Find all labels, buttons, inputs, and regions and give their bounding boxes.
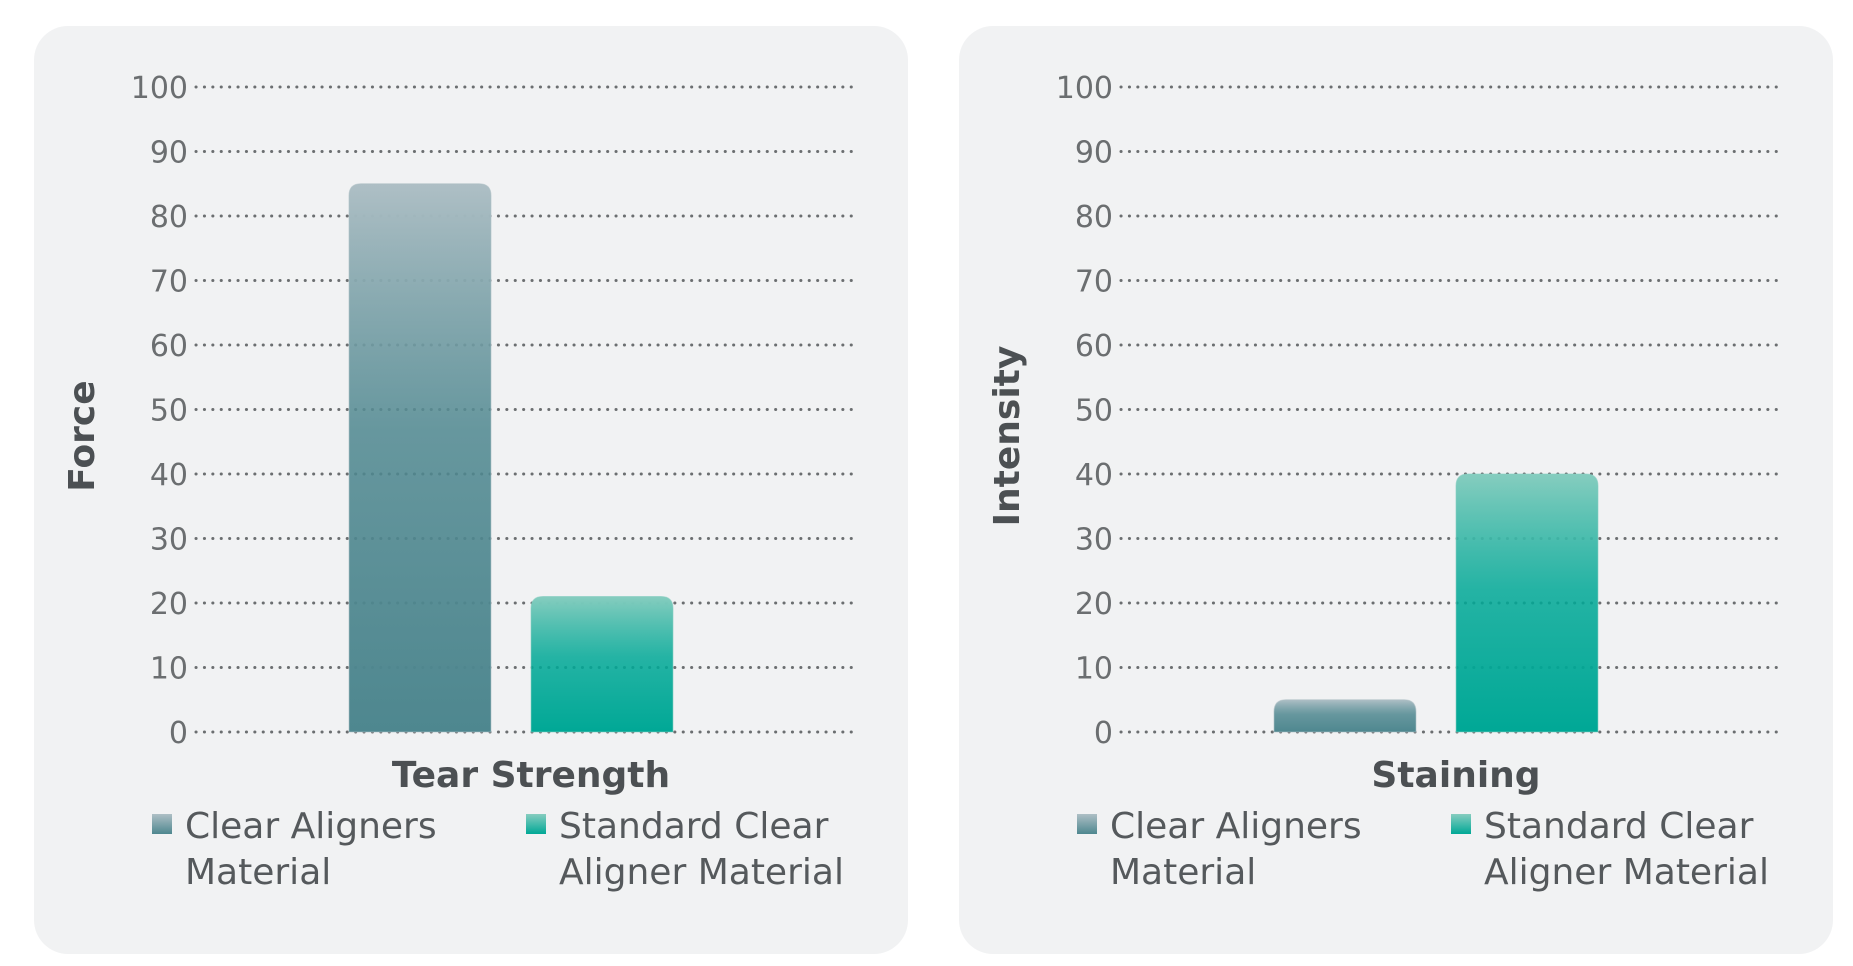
chart-staining: 0 10 20 30 40 50 60 70 80 90 100 Staining Intensity C… (987, 71, 1781, 893)
y-tick-label-20: 20 (1075, 587, 1113, 622)
y-tick-label-10: 10 (1075, 652, 1113, 687)
y-tick-label-40: 40 (1075, 458, 1113, 493)
legend-label-standard-clear-aligner-material-line-1: Standard Clear (559, 806, 829, 847)
chart-panel-tear-strength: 0 10 20 30 40 50 60 70 80 90 100 Tear Strength Force… (34, 26, 908, 954)
y-tick-label-0: 0 (1094, 716, 1113, 751)
legend-label-clear-aligners-material-line-2: Material (185, 852, 331, 893)
y-tick-label-100: 100 (131, 71, 188, 106)
y-tick-label-70: 70 (1075, 265, 1113, 300)
legend-swatch-standard-clear-aligner-material (1451, 814, 1471, 834)
chart-tear-strength: 0 10 20 30 40 50 60 70 80 90 100 Tear Strength Force… (62, 71, 856, 893)
y-tick-label-60: 60 (150, 329, 188, 364)
legend-label-standard-clear-aligner-material-line-1: Standard Clear (1484, 806, 1754, 847)
legend-label-standard-clear-aligner-material-line-2: Aligner Material (1484, 852, 1769, 893)
y-tick-label-0: 0 (169, 716, 188, 751)
bar-clear-aligners-material (348, 183, 492, 733)
y-tick-label-70: 70 (150, 265, 188, 300)
y-tick-label-50: 50 (150, 394, 188, 429)
legend-label-clear-aligners-material-line-1: Clear Aligners (185, 806, 437, 847)
y-tick-label-90: 90 (1075, 136, 1113, 171)
legend-swatch-clear-aligners-material (152, 814, 172, 834)
x-axis-category-label: Staining (1371, 755, 1540, 796)
legend-swatch-standard-clear-aligner-material (526, 814, 546, 834)
legend-label-standard-clear-aligner-material-line-2: Aligner Material (559, 852, 844, 893)
y-tick-label-80: 80 (150, 200, 188, 235)
y-axis-title: Force (62, 380, 103, 491)
y-tick-label-40: 40 (150, 458, 188, 493)
y-tick-label-50: 50 (1075, 394, 1113, 429)
y-axis-title: Intensity (987, 346, 1028, 527)
bar-standard-clear-aligner-material (1455, 473, 1599, 733)
y-tick-label-30: 30 (1075, 523, 1113, 558)
bar-standard-clear-aligner-material (530, 596, 674, 733)
chart-panel-staining: 0 10 20 30 40 50 60 70 80 90 100 Staining Intensity C… (959, 26, 1833, 954)
bar-clear-aligners-material (1273, 699, 1417, 733)
x-axis-category-label: Tear Strength (392, 755, 670, 796)
y-tick-label-30: 30 (150, 523, 188, 558)
legend-label-clear-aligners-material-line-2: Material (1110, 852, 1256, 893)
y-tick-label-10: 10 (150, 652, 188, 687)
y-tick-label-100: 100 (1056, 71, 1113, 106)
y-tick-label-80: 80 (1075, 200, 1113, 235)
legend-swatch-clear-aligners-material (1077, 814, 1097, 834)
y-tick-label-90: 90 (150, 136, 188, 171)
legend-label-clear-aligners-material-line-1: Clear Aligners (1110, 806, 1362, 847)
y-tick-label-20: 20 (150, 587, 188, 622)
y-tick-label-60: 60 (1075, 329, 1113, 364)
